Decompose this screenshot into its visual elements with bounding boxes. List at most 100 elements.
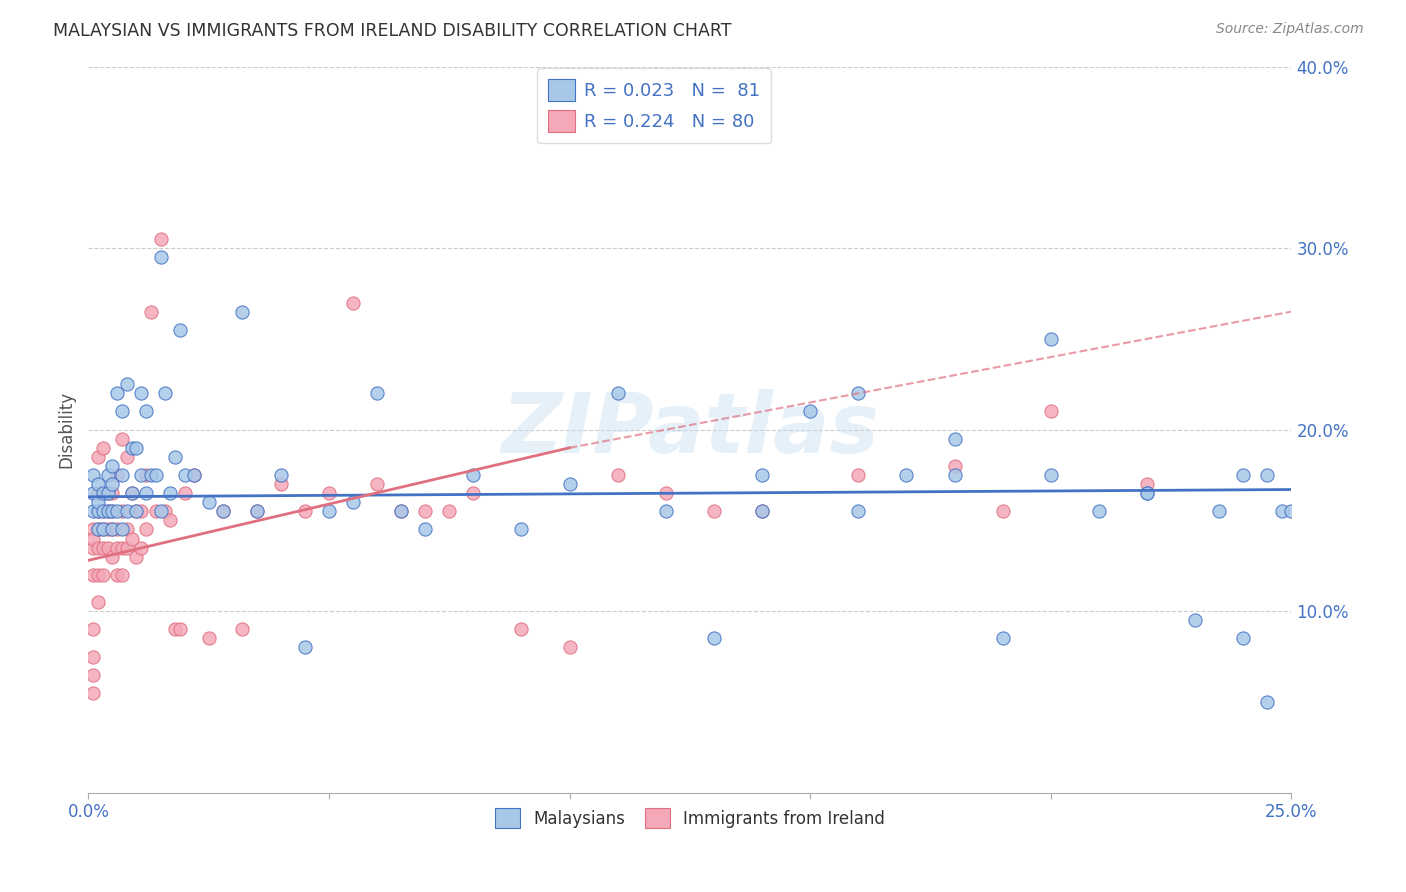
Point [97, 504, 120, 518]
Point [318, 486, 340, 500]
Text: Source: ZipAtlas.com: Source: ZipAtlas.com [1216, 22, 1364, 37]
Point [366, 386, 388, 401]
Point [606, 386, 628, 401]
Point [655, 486, 678, 500]
Point [896, 468, 918, 483]
Point [105, 567, 128, 582]
Point [101, 477, 124, 491]
Point [163, 622, 186, 636]
Point [97, 486, 120, 500]
Point [82, 649, 104, 664]
Point [131, 541, 153, 555]
Point [115, 523, 138, 537]
Point [115, 450, 138, 464]
Point [145, 468, 167, 483]
Point [97, 486, 120, 500]
Point [510, 622, 533, 636]
Point [943, 468, 966, 483]
Point [135, 404, 157, 418]
Point [125, 441, 148, 455]
Point [703, 504, 725, 518]
Point [121, 486, 143, 500]
Point [294, 640, 316, 655]
Point [846, 386, 869, 401]
Point [111, 504, 134, 518]
Point [342, 495, 364, 509]
Text: ZIPatlas: ZIPatlas [501, 389, 879, 470]
Point [1136, 486, 1159, 500]
Point [91, 486, 114, 500]
Point [439, 504, 461, 518]
Point [105, 541, 128, 555]
Point [510, 523, 533, 537]
Point [655, 504, 678, 518]
Point [87, 523, 110, 537]
Point [91, 504, 114, 518]
Point [82, 486, 104, 500]
Point [149, 250, 172, 264]
Point [135, 486, 157, 500]
Point [389, 504, 412, 518]
Point [131, 504, 153, 518]
Point [87, 595, 110, 609]
Point [366, 477, 388, 491]
Point [91, 541, 114, 555]
Point [87, 523, 110, 537]
Point [135, 523, 157, 537]
Point [1208, 504, 1230, 518]
Point [163, 450, 186, 464]
Point [97, 468, 120, 483]
Point [1136, 477, 1159, 491]
Point [139, 304, 162, 318]
Y-axis label: Disability: Disability [58, 391, 75, 468]
Text: MALAYSIAN VS IMMIGRANTS FROM IRELAND DISABILITY CORRELATION CHART: MALAYSIAN VS IMMIGRANTS FROM IRELAND DIS… [53, 22, 733, 40]
Point [82, 686, 104, 700]
Point [101, 486, 124, 500]
Point [231, 304, 253, 318]
Point [105, 504, 128, 518]
Point [155, 504, 177, 518]
Point [82, 532, 104, 546]
Point [111, 541, 134, 555]
Point [1232, 468, 1254, 483]
Point [270, 477, 292, 491]
Point [105, 468, 128, 483]
Point [87, 541, 110, 555]
Legend: Malaysians, Immigrants from Ireland: Malaysians, Immigrants from Ireland [488, 802, 891, 835]
Point [159, 486, 181, 500]
Point [751, 504, 773, 518]
Point [751, 468, 773, 483]
Point [87, 495, 110, 509]
Point [155, 386, 177, 401]
Point [342, 295, 364, 310]
Point [97, 523, 120, 537]
Point [91, 523, 114, 537]
Point [991, 632, 1014, 646]
Point [197, 495, 219, 509]
Point [101, 523, 124, 537]
Point [105, 386, 128, 401]
Point [991, 504, 1014, 518]
Point [91, 567, 114, 582]
Point [413, 504, 436, 518]
Point [606, 468, 628, 483]
Point [82, 504, 104, 518]
Point [1232, 632, 1254, 646]
Point [125, 504, 148, 518]
Point [159, 513, 181, 527]
Point [111, 468, 134, 483]
Point [111, 567, 134, 582]
Point [82, 523, 104, 537]
Point [121, 486, 143, 500]
Point [1281, 504, 1303, 518]
Point [121, 532, 143, 546]
Point [1271, 504, 1294, 518]
Point [111, 432, 134, 446]
Point [846, 504, 869, 518]
Point [212, 504, 235, 518]
Point [1136, 486, 1159, 500]
Point [799, 404, 821, 418]
Point [105, 523, 128, 537]
Point [87, 504, 110, 518]
Point [846, 468, 869, 483]
